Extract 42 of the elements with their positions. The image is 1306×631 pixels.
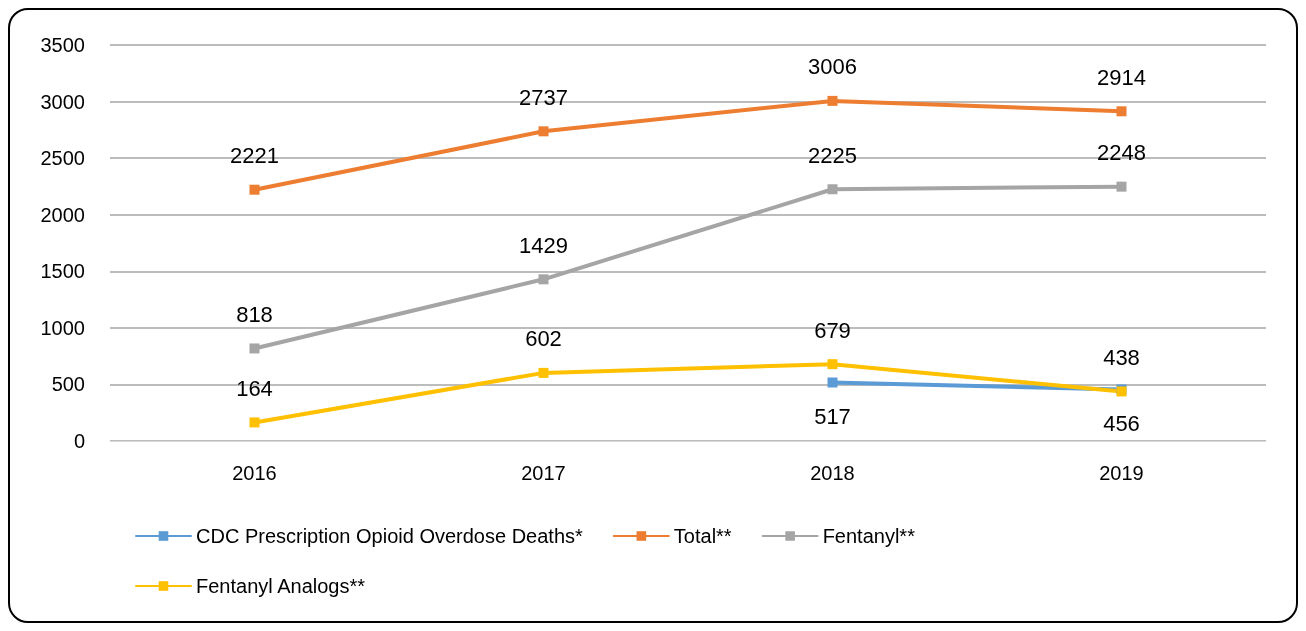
point — [538, 126, 549, 137]
legend-label: Fentanyl** — [822, 525, 916, 547]
x-tick-label: 2016 — [232, 462, 277, 484]
point — [538, 367, 549, 378]
point — [827, 359, 838, 370]
y-tick-label: 1500 — [40, 260, 85, 283]
point — [827, 377, 838, 388]
data-label: 1429 — [519, 232, 568, 258]
point — [1116, 181, 1127, 192]
data-label: 438 — [1103, 344, 1140, 370]
point — [249, 417, 260, 428]
x-tick-label: 2017 — [521, 462, 566, 484]
data-label: 2221 — [230, 143, 279, 169]
data-label: 3006 — [808, 54, 857, 80]
data-label: 2248 — [1097, 140, 1146, 166]
y-tick-label: 2500 — [40, 147, 85, 170]
legend-label: Total** — [673, 525, 732, 547]
data-label: 2225 — [808, 142, 857, 168]
legend-label: CDC Prescription Opioid Overdose Deaths* — [196, 525, 584, 547]
point — [249, 184, 260, 195]
point — [827, 184, 838, 195]
data-label: 2914 — [1097, 64, 1146, 90]
y-tick-label: 1000 — [40, 316, 85, 339]
data-label: 517 — [814, 404, 851, 430]
y-tick-label: 0 — [73, 430, 85, 452]
data-label: 679 — [814, 317, 851, 343]
point — [1116, 106, 1127, 117]
legend-label: Fentanyl Analogs** — [196, 575, 366, 597]
y-tick-label: 2000 — [40, 203, 85, 226]
y-tick-label: 3500 — [40, 34, 85, 56]
data-label: 818 — [236, 301, 273, 327]
x-tick-label: 2019 — [1099, 462, 1144, 484]
data-label: 2737 — [519, 84, 568, 110]
x-tick-label: 2018 — [810, 462, 855, 484]
point — [827, 95, 838, 106]
data-label: 456 — [1103, 410, 1140, 436]
data-label: 164 — [236, 375, 273, 401]
data-label: 602 — [525, 326, 562, 352]
y-tick-label: 3000 — [40, 90, 85, 113]
point — [538, 274, 549, 285]
point — [249, 343, 260, 354]
y-tick-label: 500 — [51, 373, 85, 396]
